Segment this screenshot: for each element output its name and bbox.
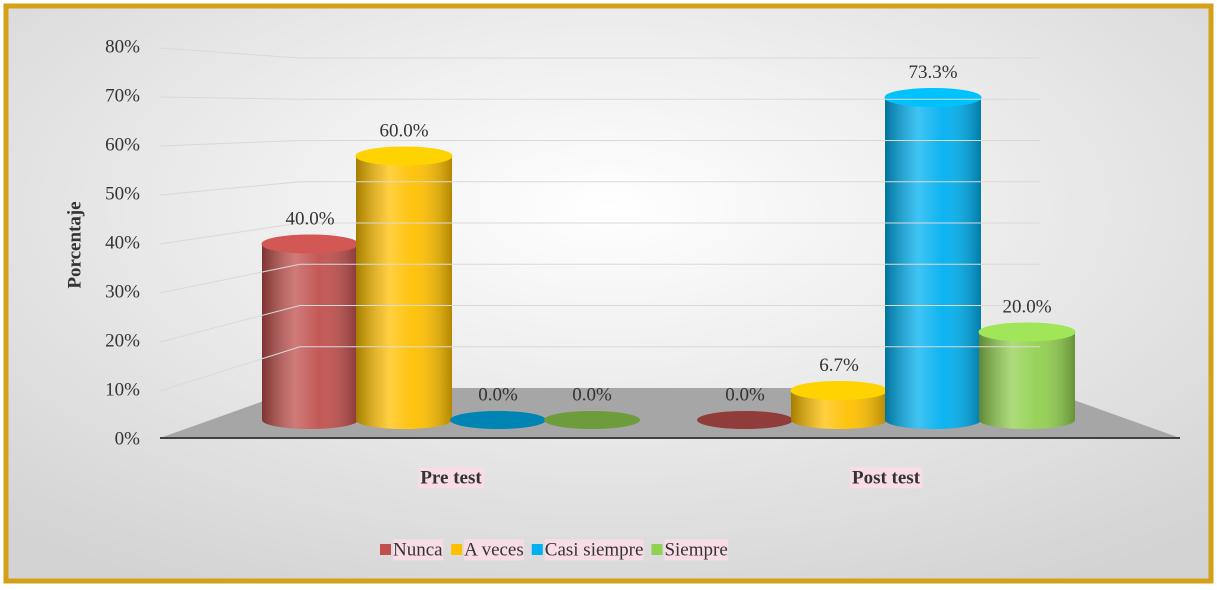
- chart-frame: [3, 3, 1214, 584]
- cylinder-shade: [262, 244, 358, 429]
- y-tick-label: 0%: [115, 428, 141, 449]
- y-tick-label: 50%: [105, 183, 140, 204]
- legend-label: Nunca: [393, 539, 443, 560]
- grid-line-side: [159, 181, 301, 196]
- grid-line-side: [159, 346, 301, 392]
- cylinder-flat: [697, 411, 793, 429]
- value-label: 0.0%: [572, 384, 612, 405]
- x-tick-highlight: [849, 467, 923, 489]
- cylinder-top: [978, 322, 1076, 342]
- cylinder-shade: [885, 97, 981, 429]
- legend-swatch: [651, 544, 663, 555]
- legend-swatch: [380, 544, 391, 555]
- cylinder-shade: [356, 156, 452, 429]
- legend-label: Casi siempre: [545, 539, 644, 560]
- grid-line-side: [159, 47, 301, 59]
- cylinder-top: [355, 146, 453, 166]
- value-label: 6.7%: [819, 355, 859, 376]
- value-label: 73.3%: [908, 62, 957, 83]
- cylinder-shade: [979, 332, 1075, 429]
- legend-label: Siempre: [664, 539, 727, 560]
- x-tick-highlight: [418, 467, 485, 489]
- y-tick-label: 20%: [105, 330, 140, 351]
- value-label: 20.0%: [1002, 296, 1051, 317]
- grid-line-side: [159, 263, 301, 294]
- legend-highlight: [664, 539, 728, 561]
- legend-highlight: [393, 539, 444, 561]
- legend-highlight: [544, 539, 644, 561]
- legend-swatch: [451, 544, 463, 555]
- x-tick-label: Post test: [852, 467, 921, 488]
- y-tick-label: 40%: [105, 232, 140, 253]
- legend-swatch: [531, 544, 543, 555]
- cylinder-flat: [450, 411, 546, 429]
- y-tick-label: 60%: [105, 134, 140, 155]
- grid-line-side: [159, 222, 301, 245]
- y-tick-label: 30%: [105, 281, 140, 302]
- grid-line-side: [159, 305, 301, 343]
- value-label: 0.0%: [478, 384, 518, 405]
- value-label: 60.0%: [379, 120, 428, 141]
- value-label: 40.0%: [285, 208, 334, 229]
- value-label: 0.0%: [725, 384, 765, 405]
- y-tick-label: 70%: [105, 85, 140, 106]
- x-tick-label: Pre test: [420, 467, 482, 488]
- cylinder-top: [790, 381, 888, 401]
- legend-highlight: [464, 539, 524, 561]
- y-axis-label: Porcentaje: [64, 201, 85, 288]
- legend-label: A veces: [464, 539, 524, 560]
- cylinder-top: [261, 234, 359, 254]
- y-tick-label: 80%: [105, 36, 140, 57]
- cylinder-top: [884, 87, 982, 107]
- cylinder-shade: [791, 390, 887, 429]
- grid-line-side: [159, 140, 301, 147]
- y-tick-label: 10%: [105, 379, 140, 400]
- cylinder-flat: [544, 411, 640, 429]
- grid-line-side: [159, 96, 301, 100]
